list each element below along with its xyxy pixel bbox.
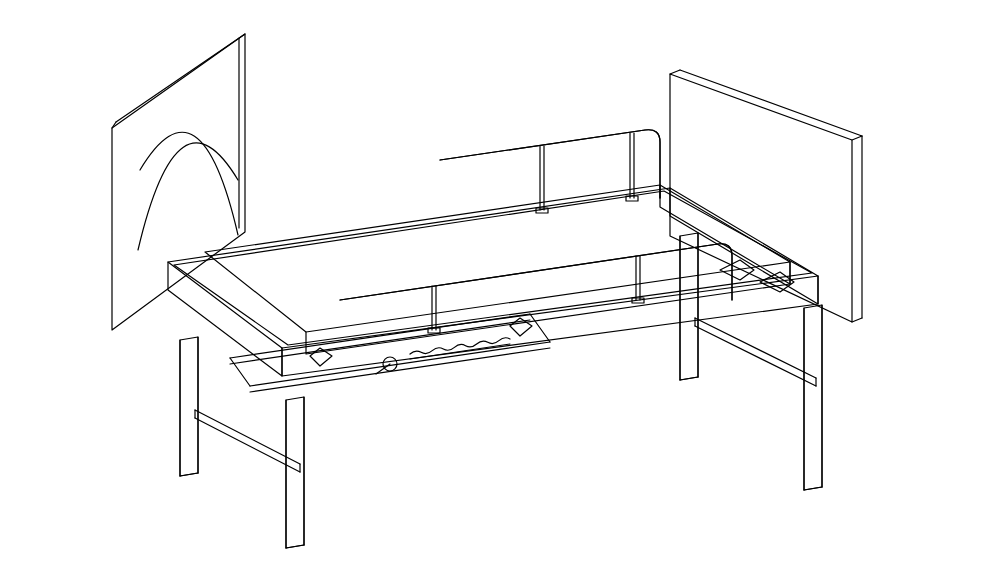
svg-marker-24 — [112, 34, 245, 330]
svg-marker-28 — [670, 74, 852, 322]
svg-line-20 — [695, 318, 816, 378]
svg-line-59 — [800, 410, 907, 500]
svg-marker-0 — [180, 337, 198, 476]
svg-line-17 — [195, 418, 300, 472]
svg-marker-4 — [286, 397, 304, 548]
svg-line-3 — [180, 473, 198, 476]
svg-line-29 — [670, 70, 680, 74]
svg-line-21 — [695, 326, 816, 386]
svg-marker-12 — [804, 305, 822, 490]
svg-line-33 — [852, 318, 862, 322]
svg-marker-8 — [680, 233, 698, 380]
svg-line-11 — [680, 377, 698, 380]
svg-line-51 — [530, 314, 550, 342]
svg-line-7 — [286, 545, 304, 548]
svg-line-52 — [410, 344, 510, 359]
svg-line-27 — [116, 34, 245, 122]
svg-line-15 — [804, 487, 822, 490]
svg-line-30 — [680, 70, 862, 136]
svg-line-16 — [195, 410, 300, 464]
svg-line-31 — [852, 136, 862, 140]
